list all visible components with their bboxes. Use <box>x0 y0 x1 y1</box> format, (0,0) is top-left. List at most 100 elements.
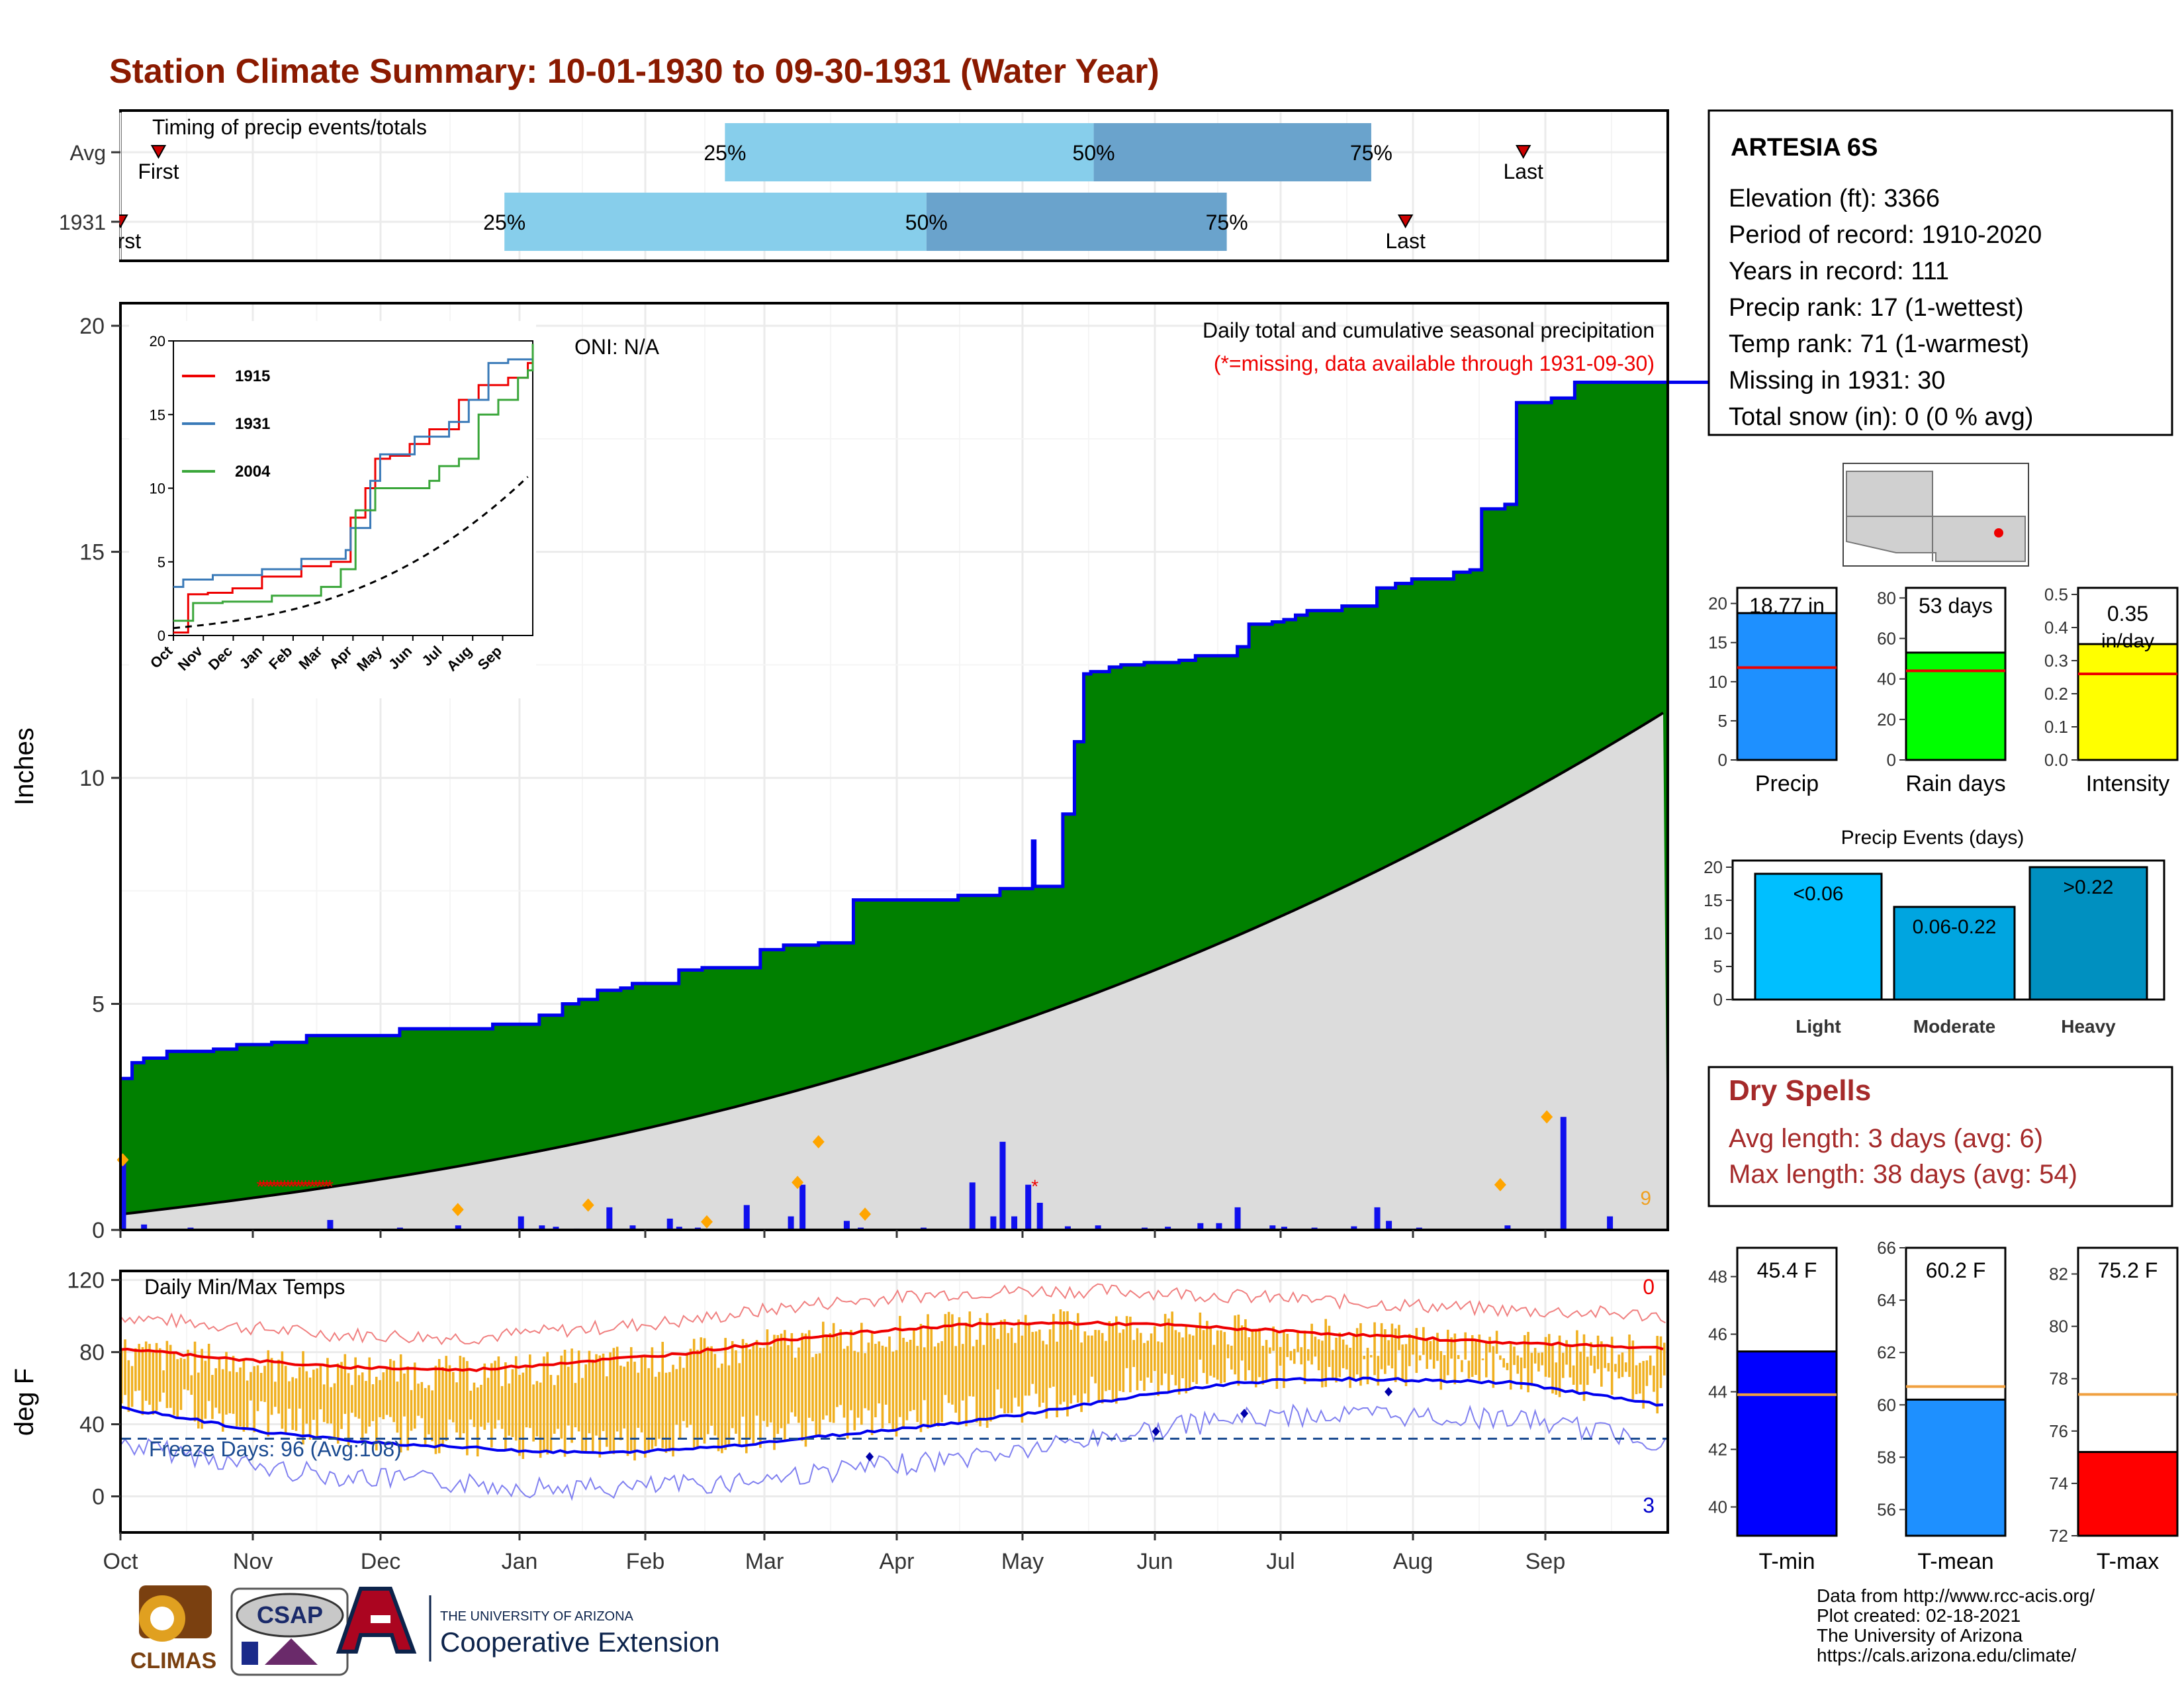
daily-temp-bar <box>598 1355 602 1458</box>
event-count-label: 9 <box>1640 1188 1651 1209</box>
daily-temp-bar <box>1062 1311 1066 1402</box>
daily-temp-bar <box>1509 1342 1512 1390</box>
daily-temp-bar <box>899 1315 901 1417</box>
daily-temp-bar <box>1192 1335 1195 1382</box>
daily-temp-bar <box>127 1360 130 1412</box>
daily-temp-bar <box>365 1381 367 1434</box>
missing-day-marker: * <box>302 1176 309 1197</box>
summary-y-tick-label: 80 <box>1877 588 1896 608</box>
summary-bar-value: 53 days <box>1919 594 1993 618</box>
daily-temp-bar <box>913 1328 915 1410</box>
daily-temp-bar <box>1317 1339 1320 1371</box>
month-label: Mar <box>745 1549 784 1574</box>
daily-temp-bar <box>417 1383 420 1416</box>
daily-temp-bar <box>410 1389 413 1431</box>
daily-temp-bar <box>884 1346 887 1405</box>
daily-temp-bar <box>602 1353 605 1431</box>
daily-precip-bar <box>999 1141 1006 1230</box>
daily-temp-bar <box>1007 1333 1010 1413</box>
daily-temp-bar <box>1565 1340 1568 1365</box>
daily-temp-bar <box>1537 1352 1540 1372</box>
missing-day-marker: * <box>295 1176 302 1197</box>
daily-temp-bar <box>483 1363 486 1430</box>
daily-temp-bar <box>1639 1362 1641 1394</box>
daily-temp-bar <box>965 1322 968 1427</box>
daily-temp-bar <box>909 1339 912 1411</box>
station-info-line: Missing in 1931: 30 <box>1729 367 1945 395</box>
daily-temp-bar <box>162 1370 165 1393</box>
daily-temp-bar <box>1254 1331 1257 1387</box>
daily-temp-bar <box>1408 1334 1411 1366</box>
daily-temp-bar <box>623 1366 626 1429</box>
timing-label: Timing of precip events/totals <box>152 115 427 139</box>
daily-temp-bar <box>1394 1328 1397 1382</box>
daily-precip-bar <box>1560 1117 1567 1230</box>
daily-temp-bar <box>664 1372 668 1453</box>
daily-temp-bar <box>1481 1358 1484 1360</box>
record-marker <box>866 1452 874 1462</box>
summary-y-tick-label: 0 <box>1887 750 1896 770</box>
daily-temp-bar <box>525 1366 528 1428</box>
daily-temp-bar <box>651 1347 654 1449</box>
oni-label: ONI: N/A <box>574 335 660 359</box>
daily-temp-bar <box>473 1382 476 1427</box>
daily-temp-bar <box>1492 1346 1495 1388</box>
footer-line: The University of Arizona <box>1817 1625 2023 1646</box>
daily-temp-bar <box>1659 1336 1662 1388</box>
daily-temp-bar <box>1579 1351 1582 1385</box>
daily-temp-bar <box>1021 1335 1024 1423</box>
daily-temp-bar <box>1269 1347 1271 1354</box>
daily-temp-bar <box>236 1372 238 1427</box>
summary-y-tick-label: 0.1 <box>2044 717 2068 737</box>
missing-day-marker: * <box>319 1176 326 1197</box>
daily-temp-bar <box>253 1366 255 1432</box>
daily-temp-bar <box>930 1328 933 1427</box>
daily-temp-bar <box>982 1344 985 1420</box>
daily-temp-bar <box>682 1368 685 1421</box>
temp-bar-value: 45.4 F <box>1757 1258 1817 1282</box>
timing-bar-q25-q50 <box>504 193 927 251</box>
daily-temp-bar <box>1373 1322 1376 1376</box>
last-event-label: Last <box>1385 229 1426 253</box>
summary-bar-name: Rain days <box>1905 771 2005 796</box>
normal-cumulative-line <box>120 712 1664 1216</box>
daily-temp-bar <box>1562 1352 1565 1378</box>
daily-temp-bar <box>563 1350 567 1457</box>
daily-temp-bar <box>1524 1335 1526 1368</box>
daily-temp-bar <box>629 1347 633 1452</box>
daily-temp-bar <box>333 1383 336 1438</box>
temp-bar-y-tick-label: 82 <box>2049 1264 2068 1284</box>
month-label: Feb <box>626 1549 665 1574</box>
daily-temp-bar <box>232 1356 235 1414</box>
precip-event-category: Moderate <box>1913 1016 1995 1037</box>
daily-temp-bar <box>1303 1331 1306 1384</box>
daily-temp-bar <box>1628 1335 1631 1378</box>
summary-y-tick-label: 0.3 <box>2044 651 2068 671</box>
daily-temp-bar <box>361 1372 364 1441</box>
daily-precip-bar <box>1234 1207 1241 1230</box>
daily-temp-bar <box>902 1337 905 1429</box>
daily-temp-bar <box>860 1323 863 1425</box>
daily-temp-bar <box>214 1368 217 1408</box>
daily-temp-bar <box>522 1372 525 1459</box>
daily-temp-bar <box>1324 1319 1328 1387</box>
daily-temp-bar <box>1596 1335 1600 1370</box>
daily-temp-bar <box>1118 1333 1121 1391</box>
dry-spells-box: Dry Spells Avg length: 3 days (avg: 6) M… <box>1707 1066 2173 1207</box>
daily-temp-bar <box>1286 1334 1289 1358</box>
precip-event-bar-label: >0.22 <box>2064 876 2114 898</box>
daily-temp-bar <box>557 1375 559 1429</box>
daily-temp-bar <box>606 1376 608 1447</box>
timing-q25-label: 25% <box>483 211 525 234</box>
record-marker <box>1152 1427 1160 1436</box>
daily-temp-bar <box>727 1365 731 1447</box>
daily-temp-bar <box>567 1366 570 1426</box>
daily-temp-bar <box>1527 1332 1529 1393</box>
daily-temp-bar <box>752 1345 755 1446</box>
precip-events-chart: Precip Events (days) 0 5 10 15 20 <0.06 Light 0… <box>1704 827 2165 1037</box>
daily-temp-bar <box>591 1359 594 1452</box>
daily-precip-bar <box>1165 1227 1171 1230</box>
daily-temp-bar <box>322 1384 326 1423</box>
daily-temp-bar <box>829 1333 832 1423</box>
daily-temp-bar <box>846 1346 849 1439</box>
